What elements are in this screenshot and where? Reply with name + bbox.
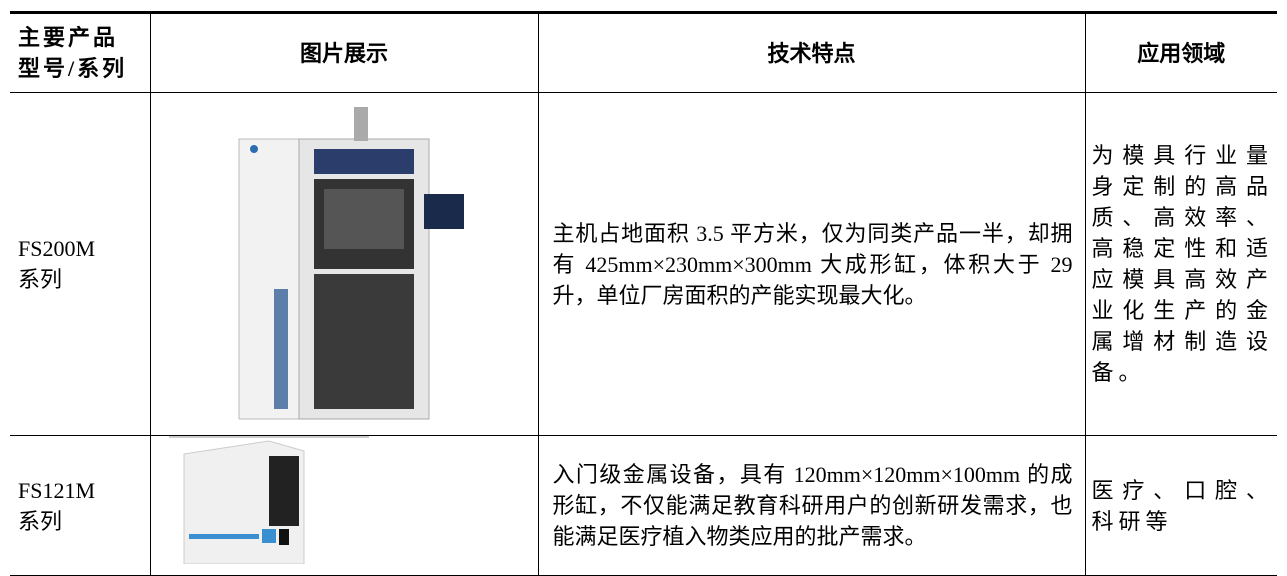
image-cell: [149, 435, 539, 576]
header-row: 主要产品 型号/系列 图片展示 技术特点 应用领域: [10, 11, 1277, 93]
machine-image: [238, 107, 464, 420]
product-table: 主要产品 型号/系列 图片展示 技术特点 应用领域 FS200M 系列 主机占地…: [10, 11, 1277, 576]
image-cell: [149, 92, 539, 436]
model-cell: FS200M 系列: [10, 92, 151, 436]
row: FS200M 系列 主机占地面积 3.5 平方米，仅为同类产品一半，却拥有 42…: [10, 92, 1277, 436]
header-cell: 技术特点: [537, 11, 1086, 93]
row: FS121M 系列 入门级金属设备，具有 120mm×120mm×100mm 的…: [10, 435, 1277, 576]
machine-image: [168, 436, 369, 564]
header-cell: 主要产品 型号/系列: [10, 11, 151, 93]
model-cell: FS121M 系列: [10, 435, 151, 576]
feature-cell: 入门级金属设备，具有 120mm×120mm×100mm 的成形缸，不仅能满足教…: [537, 435, 1086, 576]
header-cell: 图片展示: [149, 11, 539, 93]
page: 主要产品 型号/系列 图片展示 技术特点 应用领域 FS200M 系列 主机占地…: [10, 11, 1277, 576]
feature-cell: 主机占地面积 3.5 平方米，仅为同类产品一半，却拥有 425mm×230mm×…: [537, 92, 1086, 436]
header-cell: 应用领域: [1084, 11, 1277, 93]
application-cell: 医疗、口腔、科研等: [1084, 435, 1277, 576]
application-cell: 为模具行业量身定制的高品质、高效率、高稳定性和适应模具高效产业化生产的金属增材制…: [1084, 92, 1277, 436]
